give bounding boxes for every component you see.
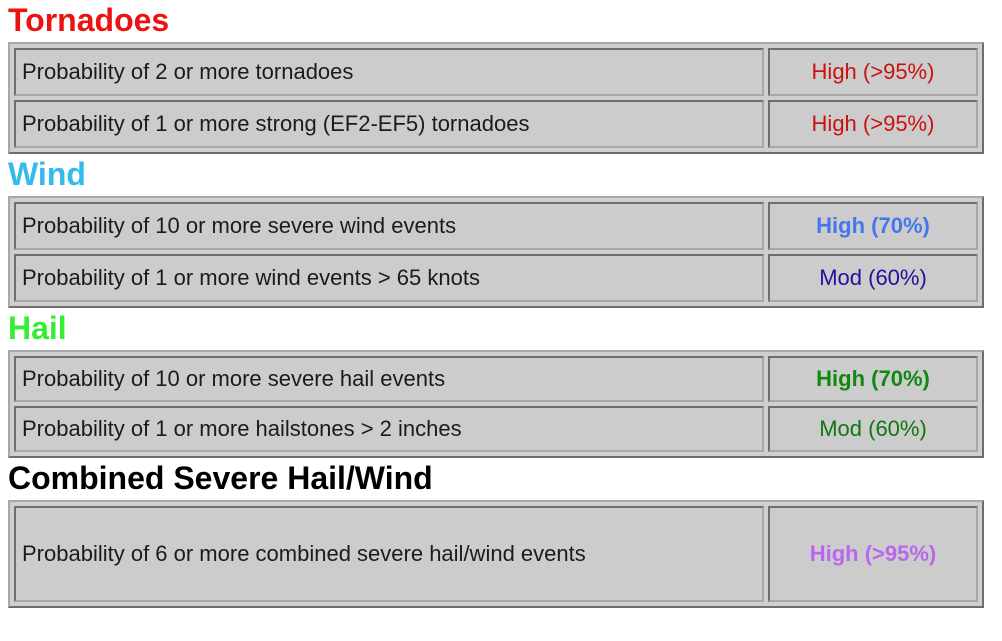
hail-section: Hail Probability of 10 or more severe ha… xyxy=(0,308,1002,458)
tornado-probability-value: High (>95%) xyxy=(768,48,978,96)
strong-wind-probability-label: Probability of 1 or more wind events > 6… xyxy=(14,254,764,302)
tornadoes-table: Probability of 2 or more tornadoes High … xyxy=(8,42,984,154)
severe-wind-probability-label: Probability of 10 or more severe wind ev… xyxy=(14,202,764,250)
table-row: Probability of 1 or more hailstones > 2 … xyxy=(14,406,978,452)
tornadoes-section: Tornadoes Probability of 2 or more torna… xyxy=(0,0,1002,154)
table-row: Probability of 1 or more wind events > 6… xyxy=(14,254,978,302)
strong-tornado-probability-label: Probability of 1 or more strong (EF2-EF5… xyxy=(14,100,764,148)
severe-hail-probability-label: Probability of 10 or more severe hail ev… xyxy=(14,356,764,402)
combined-heading: Combined Severe Hail/Wind xyxy=(8,460,433,496)
large-hail-probability-label: Probability of 1 or more hailstones > 2 … xyxy=(14,406,764,452)
tornadoes-heading: Tornadoes xyxy=(8,2,170,38)
table-row: Probability of 10 or more severe wind ev… xyxy=(14,202,978,250)
strong-wind-probability-value: Mod (60%) xyxy=(768,254,978,302)
combined-probability-label: Probability of 6 or more combined severe… xyxy=(14,506,764,602)
table-row: Probability of 6 or more combined severe… xyxy=(14,506,978,602)
hail-heading: Hail xyxy=(8,310,67,346)
tornado-probability-label: Probability of 2 or more tornadoes xyxy=(14,48,764,96)
hail-table: Probability of 10 or more severe hail ev… xyxy=(8,350,984,458)
severe-wind-probability-value: High (70%) xyxy=(768,202,978,250)
combined-table: Probability of 6 or more combined severe… xyxy=(8,500,984,608)
combined-section: Combined Severe Hail/Wind Probability of… xyxy=(0,458,1002,608)
large-hail-probability-value: Mod (60%) xyxy=(768,406,978,452)
wind-heading: Wind xyxy=(8,156,86,192)
strong-tornado-probability-value: High (>95%) xyxy=(768,100,978,148)
wind-table: Probability of 10 or more severe wind ev… xyxy=(8,196,984,308)
severe-hail-probability-value: High (70%) xyxy=(768,356,978,402)
table-row: Probability of 2 or more tornadoes High … xyxy=(14,48,978,96)
combined-probability-value: High (>95%) xyxy=(768,506,978,602)
table-row: Probability of 1 or more strong (EF2-EF5… xyxy=(14,100,978,148)
wind-section: Wind Probability of 10 or more severe wi… xyxy=(0,154,1002,308)
table-row: Probability of 10 or more severe hail ev… xyxy=(14,356,978,402)
